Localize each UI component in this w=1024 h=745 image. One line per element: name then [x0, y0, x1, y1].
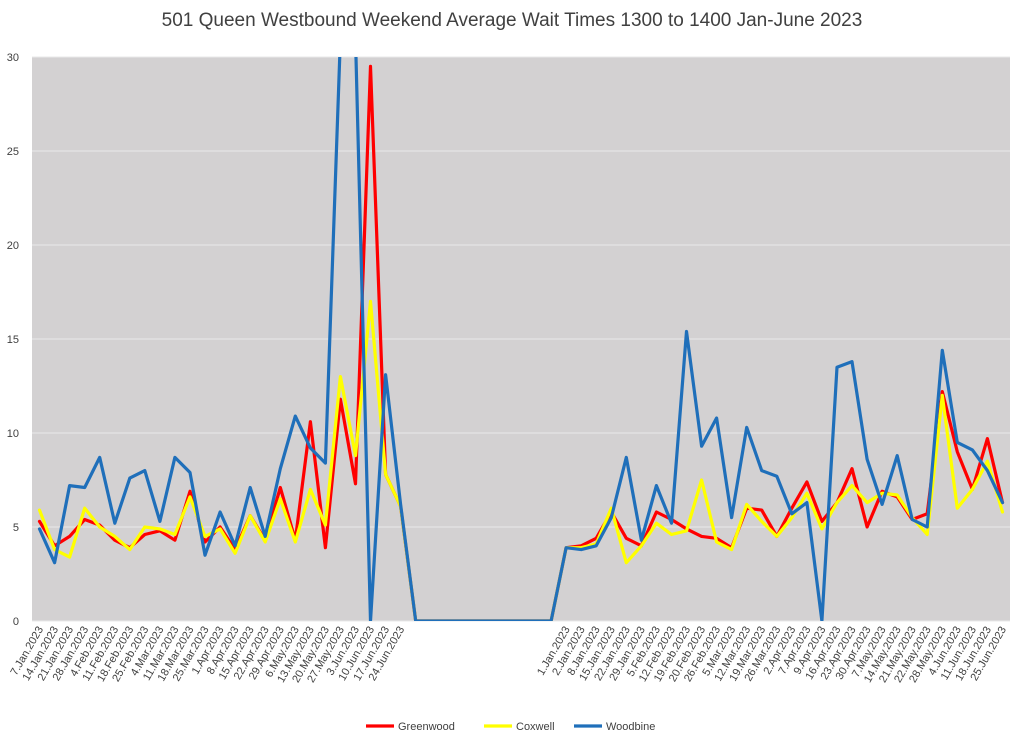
y-tick-label: 15	[7, 334, 19, 346]
chart-title: 501 Queen Westbound Weekend Average Wait…	[161, 10, 863, 31]
series-line-woodbine	[37, 57, 1005, 621]
y-tick-label: 30	[7, 52, 19, 64]
y-tick-label: 5	[13, 522, 19, 534]
y-tick-label: 25	[7, 146, 19, 158]
y-tick-label: 0	[13, 616, 19, 628]
legend-label-coxwell: Coxwell	[516, 721, 555, 733]
legend-label-woodbine: Woodbine	[606, 721, 655, 733]
legend-label-greenwood: Greenwood	[398, 721, 455, 733]
y-tick-label: 10	[7, 428, 19, 440]
series-group	[37, 57, 1005, 621]
y-tick-label: 20	[7, 240, 19, 252]
